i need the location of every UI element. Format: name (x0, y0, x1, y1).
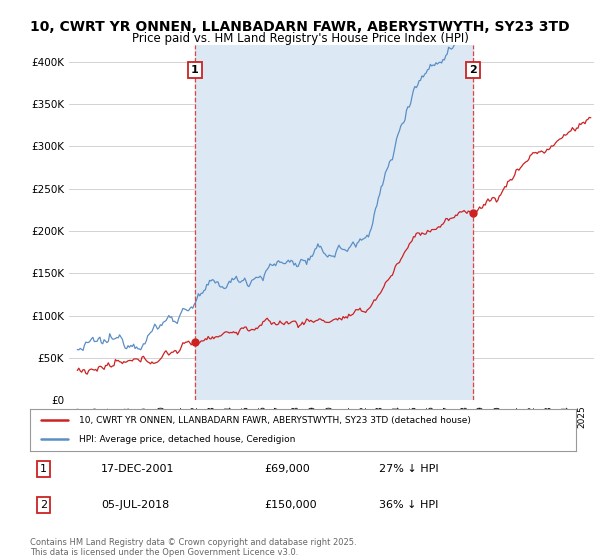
Text: HPI: Average price, detached house, Ceredigion: HPI: Average price, detached house, Cere… (79, 435, 296, 444)
Text: 27% ↓ HPI: 27% ↓ HPI (379, 464, 439, 474)
Text: 1: 1 (191, 65, 199, 75)
Text: 2: 2 (40, 500, 47, 510)
Text: Contains HM Land Registry data © Crown copyright and database right 2025.
This d: Contains HM Land Registry data © Crown c… (30, 538, 356, 557)
Text: 10, CWRT YR ONNEN, LLANBADARN FAWR, ABERYSTWYTH, SY23 3TD (detached house): 10, CWRT YR ONNEN, LLANBADARN FAWR, ABER… (79, 416, 471, 424)
Text: 2: 2 (469, 65, 477, 75)
Text: 1: 1 (43, 468, 44, 469)
Text: 36% ↓ HPI: 36% ↓ HPI (379, 500, 439, 510)
Text: 10, CWRT YR ONNEN, LLANBADARN FAWR, ABERYSTWYTH, SY23 3TD: 10, CWRT YR ONNEN, LLANBADARN FAWR, ABER… (30, 20, 570, 34)
Text: £150,000: £150,000 (265, 500, 317, 510)
Text: 1: 1 (40, 464, 47, 474)
Text: £69,000: £69,000 (265, 464, 311, 474)
Text: Price paid vs. HM Land Registry's House Price Index (HPI): Price paid vs. HM Land Registry's House … (131, 32, 469, 45)
Text: 05-JUL-2018: 05-JUL-2018 (101, 500, 169, 510)
Bar (194, 45, 473, 400)
Text: 17-DEC-2001: 17-DEC-2001 (101, 464, 175, 474)
